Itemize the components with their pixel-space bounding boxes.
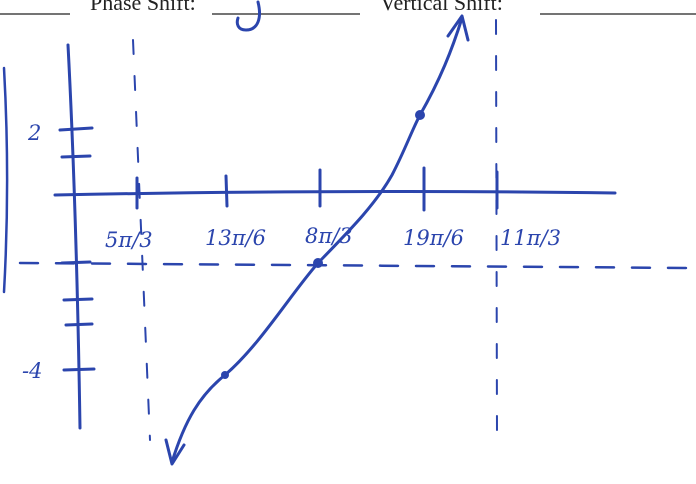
margin-stroke <box>4 68 7 292</box>
handwritten-answer <box>237 2 259 30</box>
point <box>313 258 323 268</box>
x-label: 13π/6 <box>205 226 266 250</box>
phase-shift-label: Phase Shift: <box>90 0 196 15</box>
asymptote <box>496 20 497 435</box>
x-label: 5π/3 <box>105 228 153 252</box>
x-axis <box>55 192 615 195</box>
midline <box>20 263 690 268</box>
x-label: 11π/3 <box>500 226 561 250</box>
y-label: 2 <box>27 121 41 145</box>
worksheet-graph: Phase Shift: Vertical Shift: 2 -4 5π/3 1… <box>0 0 696 484</box>
point <box>415 110 425 120</box>
x-ticks <box>137 168 497 210</box>
y-label: -4 <box>22 359 42 383</box>
point <box>221 371 229 379</box>
vertical-shift-label: Vertical Shift: <box>380 0 503 15</box>
x-label: 19π/6 <box>403 226 464 250</box>
